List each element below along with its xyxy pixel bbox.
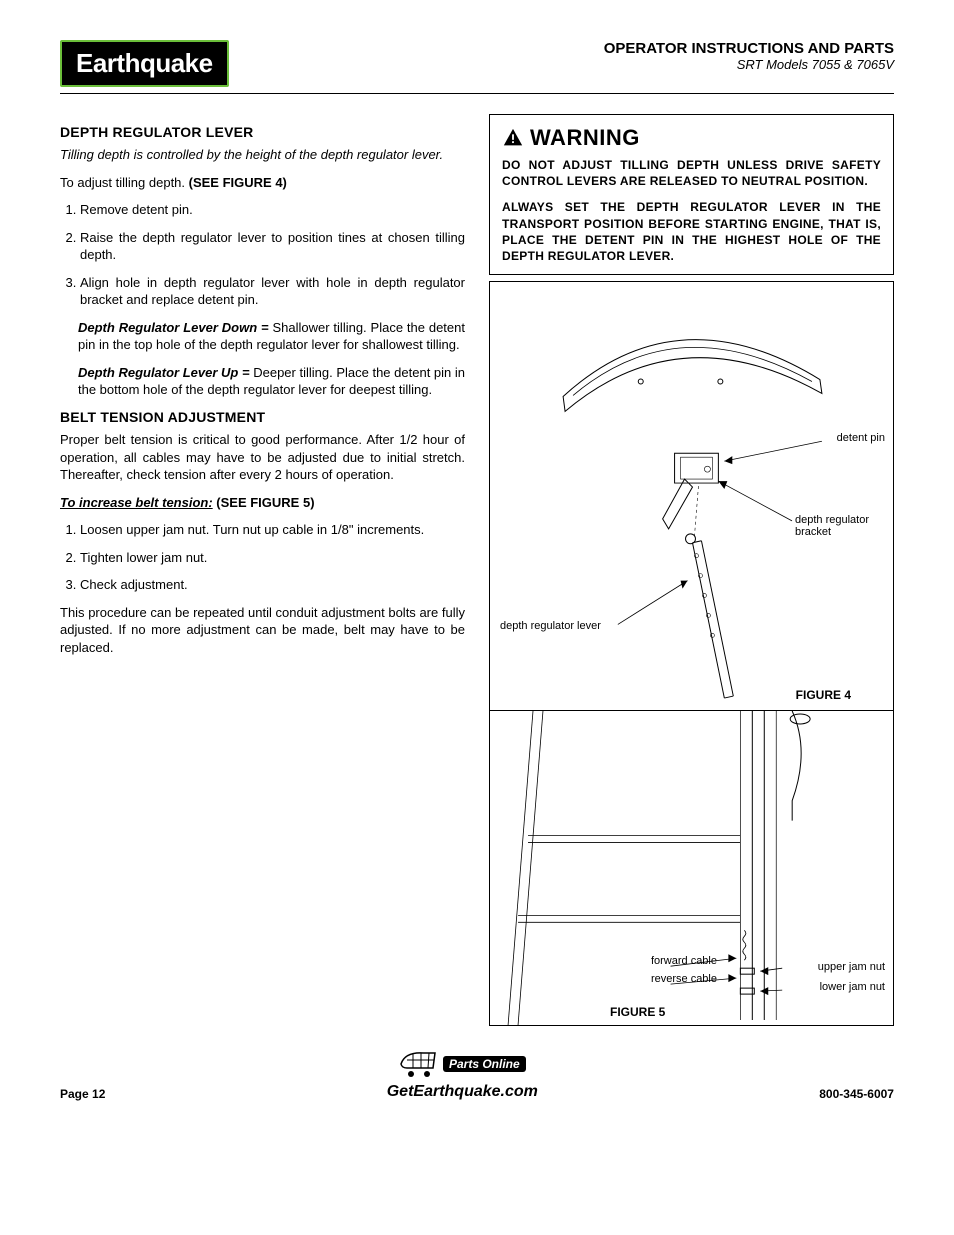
website-url: GetEarthquake.com	[387, 1083, 538, 1101]
step-1: Remove detent pin.	[80, 201, 465, 219]
lever-up-note: Depth Regulator Lever Up = Deeper tillin…	[78, 364, 465, 399]
cart-icon	[399, 1050, 439, 1078]
adjust-lead: To adjust tilling depth. (SEE FIGURE 4)	[60, 174, 465, 192]
warning-header: WARNING	[502, 125, 881, 151]
left-column: DEPTH REGULATOR LEVER Tilling depth is c…	[60, 114, 465, 1026]
belt-sub-lead: To increase belt tension:	[60, 495, 213, 510]
step-3: Align hole in depth regulator lever with…	[80, 274, 465, 309]
belt-intro: Proper belt tension is critical to good …	[60, 431, 465, 484]
steps-depth: Remove detent pin. Raise the depth regul…	[60, 201, 465, 309]
see-figure-4: (SEE FIGURE 4)	[189, 175, 287, 190]
content-columns: DEPTH REGULATOR LEVER Tilling depth is c…	[60, 114, 894, 1026]
figure-5-caption: FIGURE 5	[610, 1005, 665, 1019]
adjust-lead-text: To adjust tilling depth.	[60, 175, 189, 190]
heading-belt-tension: BELT TENSION ADJUSTMENT	[60, 409, 465, 425]
figure-4-svg	[490, 282, 893, 710]
label-lower-jam: lower jam nut	[820, 981, 885, 993]
label-reverse-cable: reverse cable	[651, 973, 717, 985]
lever-down-lead: Depth Regulator Lever Down =	[78, 320, 272, 335]
step-2: Raise the depth regulator lever to posit…	[80, 229, 465, 264]
warning-p2: ALWAYS SET THE DEPTH REGULATOR LEVER IN …	[502, 199, 881, 264]
belt-step-2: Tighten lower jam nut.	[80, 549, 465, 567]
parts-online-logo: Parts Online	[399, 1050, 526, 1078]
heading-depth-regulator: DEPTH REGULATOR LEVER	[60, 124, 465, 140]
page-number: Page 12	[60, 1087, 105, 1101]
phone-number: 800-345-6007	[819, 1087, 894, 1101]
page-header: Earthquake OPERATOR INSTRUCTIONS AND PAR…	[60, 40, 894, 94]
label-detent-pin: detent pin	[837, 432, 885, 444]
doc-subtitle: SRT Models 7055 & 7065V	[604, 57, 894, 72]
brand-logo: Earthquake	[60, 40, 229, 87]
see-figure-5: (SEE FIGURE 5)	[213, 495, 315, 510]
footer-center: Parts Online GetEarthquake.com	[387, 1050, 538, 1101]
belt-subhead: To increase belt tension: (SEE FIGURE 5)	[60, 494, 465, 512]
steps-belt: Loosen upper jam nut. Turn nut up cable …	[60, 521, 465, 594]
label-bracket: depth regulator bracket	[795, 514, 885, 538]
warning-icon	[502, 127, 524, 149]
belt-outro: This procedure can be repeated until con…	[60, 604, 465, 657]
label-lever: depth regulator lever	[500, 620, 601, 632]
figure-4: detent pin depth regulator bracket depth…	[489, 281, 894, 711]
label-upper-jam: upper jam nut	[818, 961, 885, 973]
belt-step-1: Loosen upper jam nut. Turn nut up cable …	[80, 521, 465, 539]
belt-step-3: Check adjustment.	[80, 576, 465, 594]
label-forward-cable: forward cable	[651, 955, 717, 967]
warning-title: WARNING	[530, 125, 640, 151]
figure-4-caption: FIGURE 4	[796, 688, 851, 702]
header-right: OPERATOR INSTRUCTIONS AND PARTS SRT Mode…	[604, 40, 894, 72]
lever-up-lead: Depth Regulator Lever Up =	[78, 365, 253, 380]
doc-title: OPERATOR INSTRUCTIONS AND PARTS	[604, 40, 894, 57]
parts-online-badge: Parts Online	[443, 1056, 526, 1072]
page-footer: Page 12 Parts Online GetEarthquake.com 8…	[60, 1050, 894, 1101]
warning-box: WARNING DO NOT ADJUST TILLING DEPTH UNLE…	[489, 114, 894, 275]
warning-p1: DO NOT ADJUST TILLING DEPTH UNLESS DRIVE…	[502, 157, 881, 189]
figure-5: forward cable reverse cable upper jam nu…	[489, 711, 894, 1026]
right-column: WARNING DO NOT ADJUST TILLING DEPTH UNLE…	[489, 114, 894, 1026]
lever-down-note: Depth Regulator Lever Down = Shallower t…	[78, 319, 465, 354]
intro-text: Tilling depth is controlled by the heigh…	[60, 146, 465, 164]
